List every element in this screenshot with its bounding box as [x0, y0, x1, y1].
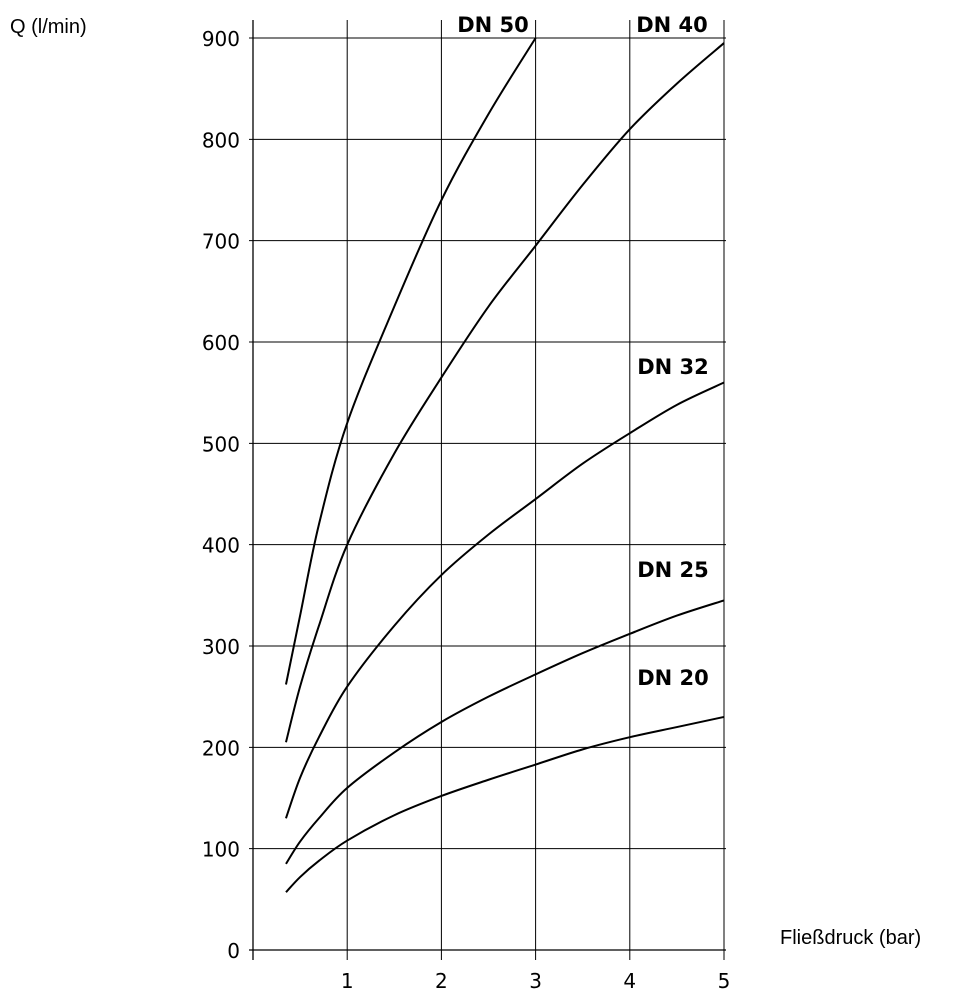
- grid: [249, 20, 726, 960]
- curve-dn-32: [285, 381, 725, 819]
- axes: [249, 20, 726, 960]
- series-label-dn-25: DN 25: [637, 558, 709, 582]
- series-label-dn-50: DN 50: [457, 13, 529, 37]
- y-tick-label: 600: [202, 331, 240, 355]
- x-tick-label: 5: [718, 969, 731, 990]
- y-tick-label: 0: [227, 939, 240, 963]
- x-tick-label: 3: [529, 969, 542, 990]
- curve-dn-50: [284, 37, 537, 685]
- x-tick-label: 2: [435, 969, 448, 990]
- y-tick-label: 400: [202, 534, 240, 558]
- y-tick-label: 500: [202, 432, 240, 456]
- series-label-dn-20: DN 20: [637, 666, 709, 690]
- y-axis-title: Q (l/min): [10, 16, 87, 38]
- y-tick-label: 700: [202, 230, 240, 254]
- y-tick-label: 300: [202, 635, 240, 659]
- series-label-dn-40: DN 40: [636, 13, 708, 37]
- curves: [284, 37, 725, 893]
- curve-dn-40: [285, 42, 725, 743]
- y-tick-label: 900: [202, 27, 240, 51]
- y-tick-label: 200: [202, 736, 240, 760]
- y-tick-label: 100: [202, 838, 240, 862]
- curve-dn-20: [285, 715, 725, 893]
- series-label-dn-32: DN 32: [637, 355, 709, 379]
- x-tick-label: 4: [623, 969, 636, 990]
- curve-dn-25: [285, 599, 725, 865]
- x-axis-title: Fließdruck (bar): [780, 927, 921, 949]
- labels: 0 100 200 300 400 500 600 700 800 900 1 2 3 4 5 DN 50 DN…: [202, 13, 731, 990]
- x-tick-label: 1: [341, 969, 354, 990]
- y-tick-label: 800: [202, 128, 240, 152]
